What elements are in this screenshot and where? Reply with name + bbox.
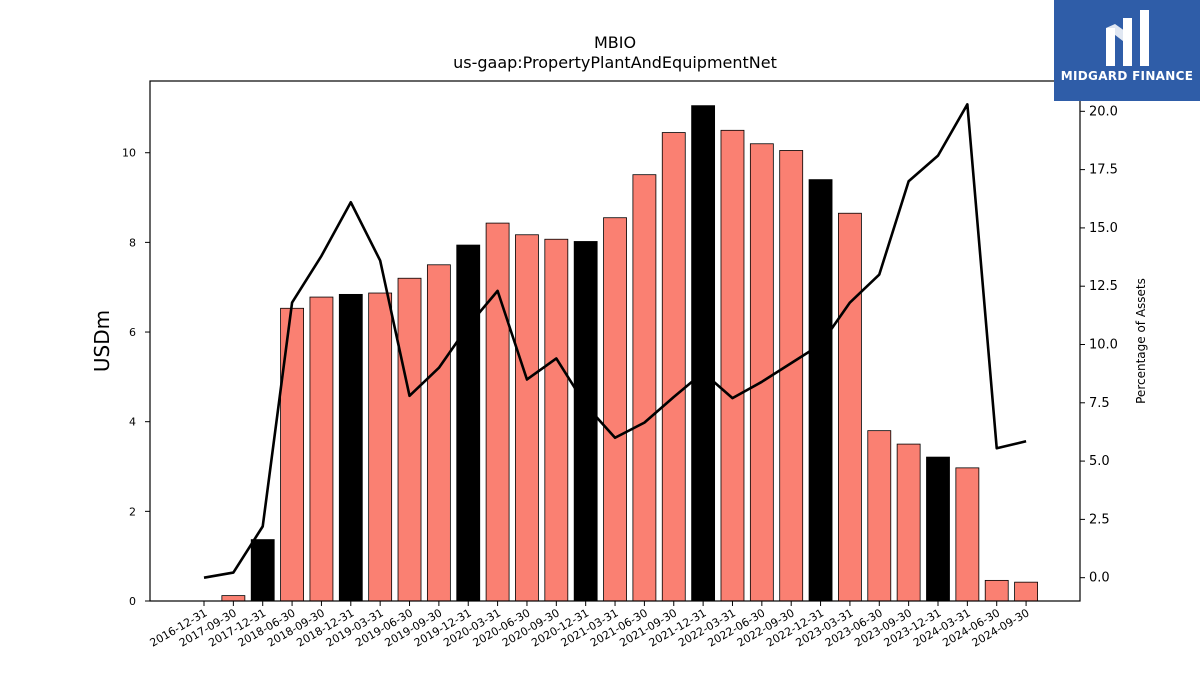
bar-2018-06-30 [280, 307, 304, 602]
bar-2017-12-31 [250, 539, 275, 602]
y2-tick-label: 10.0 [1089, 337, 1118, 352]
bar-2023-03-31 [838, 212, 862, 602]
y2-tick-label: 2.5 [1089, 512, 1110, 527]
bar-2021-12-31 [691, 105, 716, 602]
chart-title: MBIO [594, 33, 636, 52]
y-tick-label: 0 [129, 595, 136, 608]
y-tick-label: 6 [129, 326, 136, 339]
y-tick-label: 4 [129, 416, 136, 429]
percentage-of-assets-line [203, 103, 1027, 579]
bar-2022-03-31 [720, 129, 745, 602]
bar-2024-03-31 [955, 467, 980, 602]
logo-text: MIDGARD FINANCE [1060, 69, 1194, 83]
bar-2021-09-30 [661, 132, 686, 602]
bar-2021-03-31 [603, 217, 627, 602]
y2-tick-label: 17.5 [1089, 163, 1118, 178]
y2-tick-label: 20.0 [1089, 104, 1118, 119]
bar-series [221, 105, 1038, 602]
y2-tick-label: 12.5 [1089, 279, 1118, 294]
x-axis: 2016-12-312017-09-302017-12-312018-06-30… [148, 601, 1032, 650]
bar-2022-09-30 [779, 150, 804, 602]
bar-2023-09-30 [896, 443, 921, 602]
y-tick-label: 2 [129, 505, 136, 518]
bar-2022-12-31 [808, 179, 833, 602]
bar-2020-12-31 [573, 241, 598, 602]
y-axis-left: 0 2 4 6 8 10 [122, 147, 150, 608]
bar-2017-09-30 [221, 595, 246, 602]
y-tick-label: 10 [122, 147, 136, 160]
logo-mark-icon [1106, 10, 1149, 66]
y-axis-right: 0.0 2.5 5.0 7.5 10.0 12.5 15.0 17.5 20.0 [1080, 104, 1118, 586]
bar-2019-09-30 [426, 264, 451, 602]
y2-tick-label: 7.5 [1089, 396, 1110, 411]
bar-2019-06-30 [397, 277, 422, 602]
bar-2020-06-30 [515, 234, 539, 602]
bar-2020-03-31 [485, 222, 510, 602]
bar-2023-06-30 [867, 430, 892, 602]
bar-2020-09-30 [544, 238, 569, 602]
bar-2023-12-31 [926, 456, 950, 602]
bar-2018-09-30 [309, 296, 334, 602]
bar-2019-03-31 [368, 292, 393, 602]
bar-2024-09-30 [1014, 581, 1038, 602]
y2-tick-label: 0.0 [1089, 571, 1110, 586]
bar-2024-06-30 [984, 579, 1009, 602]
y2-tick-label: 15.0 [1089, 221, 1118, 236]
bar-2022-06-30 [749, 143, 774, 602]
brand-logo: MIDGARD FINANCE [1054, 0, 1200, 101]
bar-2021-06-30 [632, 174, 657, 602]
y2-axis-label: Percentage of Assets [1134, 278, 1148, 404]
bar-2018-12-31 [338, 293, 363, 602]
y2-tick-label: 5.0 [1089, 454, 1110, 469]
bar-2019-12-31 [456, 244, 481, 602]
line-series [203, 103, 1027, 579]
y-tick-label: 8 [129, 236, 136, 249]
y-axis-label: USDm [90, 310, 114, 372]
chart-subtitle: us-gaap:PropertyPlantAndEquipmentNet [453, 53, 777, 72]
